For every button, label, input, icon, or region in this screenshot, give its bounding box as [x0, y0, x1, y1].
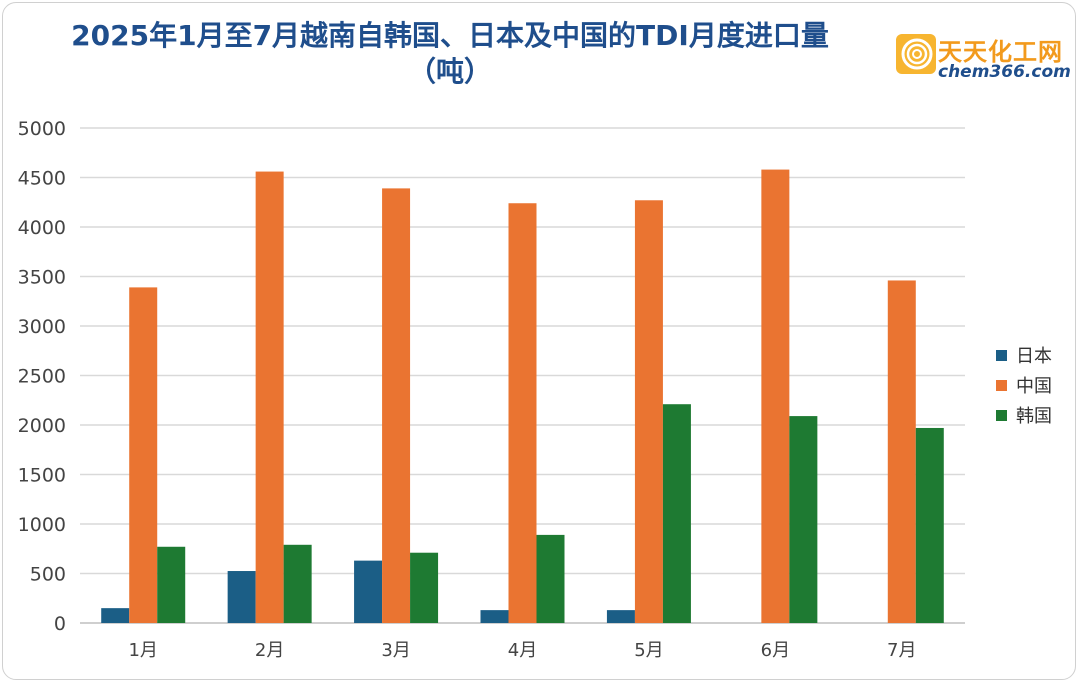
bar-中国-1月	[129, 287, 158, 623]
y-tick-label: 2500	[18, 366, 66, 388]
bar-中国-3月	[382, 188, 411, 623]
legend-swatch	[996, 379, 1007, 391]
x-tick-label: 2月	[255, 640, 284, 661]
y-tick-label: 4500	[18, 168, 66, 190]
bar-韩国-7月	[915, 427, 944, 623]
x-axis-ticks: 1月 2月 3月 4月 5月 6月 7月	[128, 640, 916, 661]
y-tick-label: 3000	[18, 316, 66, 338]
y-tick-label: 5000	[18, 118, 66, 140]
bars	[101, 169, 944, 624]
bar-韩国-5月	[662, 404, 691, 623]
legend-item: 日本	[996, 340, 1052, 370]
bar-日本-4月	[480, 610, 509, 623]
y-tick-label: 0	[54, 613, 66, 635]
y-axis-ticks: 0 500 1000 1500 2000 2500 3000 3500 4000 4500 5000	[18, 118, 66, 635]
site-logo: 天天化工网 chem366.com	[896, 30, 1072, 84]
bar-日本-3月	[354, 560, 383, 623]
legend-label: 日本	[1016, 346, 1052, 367]
legend-label: 韩国	[1016, 406, 1052, 427]
bar-日本-5月	[606, 610, 635, 623]
chart-title-unit: （吨）	[407, 55, 492, 88]
bar-中国-4月	[508, 203, 537, 624]
chart-title: 2025年1月至7月越南自韩国、日本及中国的TDI月度进口量 （吨）	[20, 18, 880, 90]
bar-中国-6月	[761, 169, 790, 623]
bar-韩国-2月	[283, 544, 312, 623]
bar-韩国-6月	[789, 416, 818, 623]
x-tick-label: 3月	[381, 640, 410, 661]
bar-日本-2月	[227, 571, 256, 623]
y-tick-label: 2000	[18, 415, 66, 437]
bar-中国-2月	[255, 171, 284, 623]
y-tick-label: 1500	[18, 465, 66, 487]
legend-swatch	[996, 409, 1007, 421]
legend-swatch	[996, 349, 1007, 361]
bar-韩国-3月	[410, 552, 439, 623]
logo-name: 天天化工网	[938, 38, 1063, 66]
bar-韩国-4月	[536, 534, 565, 623]
logo-url: chem366.com	[938, 62, 1071, 82]
x-tick-label: 5月	[634, 640, 663, 661]
x-tick-label: 6月	[761, 640, 790, 661]
bar-中国-5月	[634, 200, 663, 623]
x-tick-label: 7月	[887, 640, 916, 661]
ring-logo-icon	[896, 34, 936, 74]
chart-title-main: 2025年1月至7月越南自韩国、日本及中国的TDI月度进口量	[71, 19, 829, 52]
legend-item: 韩国	[996, 400, 1052, 430]
bar-中国-7月	[887, 280, 916, 623]
bar-韩国-1月	[157, 546, 186, 623]
legend: 日本 中国 韩国	[996, 340, 1052, 430]
y-tick-label: 4000	[18, 217, 66, 239]
x-tick-label: 1月	[128, 640, 157, 661]
legend-label: 中国	[1016, 376, 1052, 397]
y-tick-label: 500	[30, 564, 66, 586]
x-tick-label: 4月	[508, 640, 537, 661]
bar-日本-1月	[101, 608, 130, 623]
legend-item: 中国	[996, 370, 1052, 400]
y-tick-label: 1000	[18, 514, 66, 536]
y-tick-label: 3500	[18, 267, 66, 289]
